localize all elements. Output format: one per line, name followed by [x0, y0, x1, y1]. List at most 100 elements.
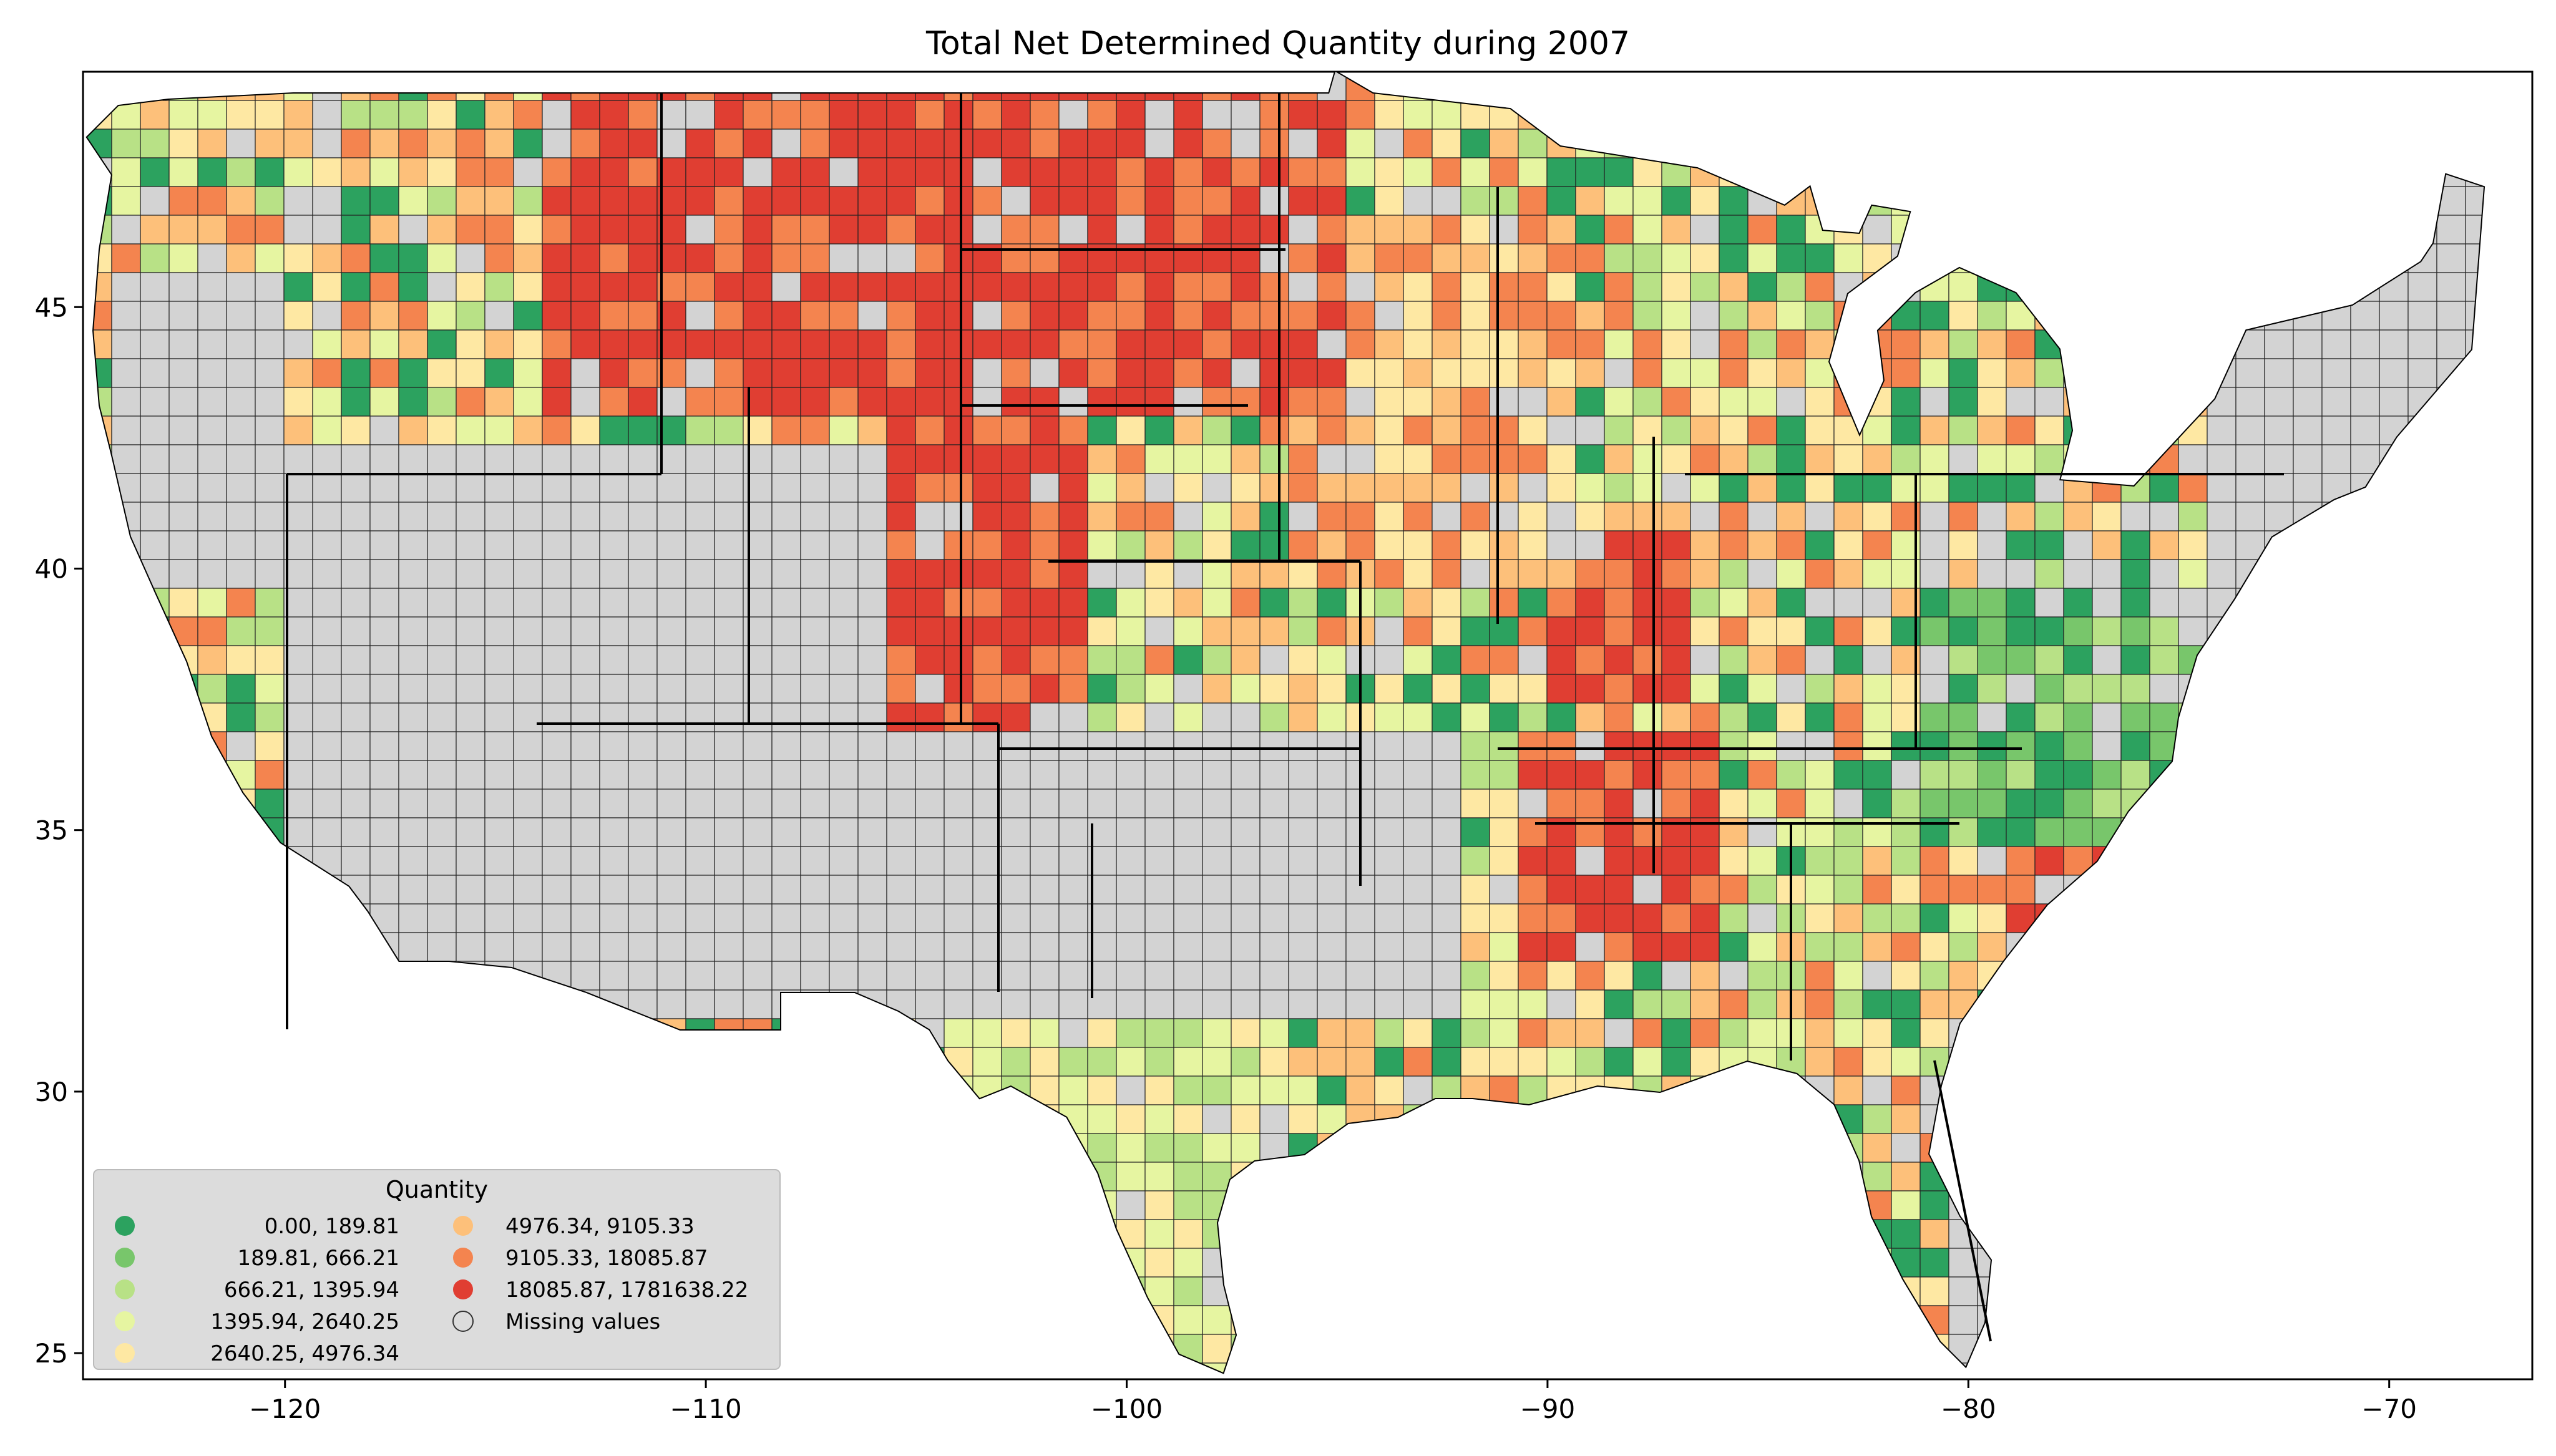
county-tile [197, 502, 227, 531]
county-tile [1317, 674, 1347, 704]
county-tile [570, 702, 600, 732]
county-tile [1460, 243, 1490, 273]
county-tile [1489, 903, 1519, 933]
county-tile [542, 932, 572, 962]
county-tile [1719, 789, 1749, 818]
county-tile [1001, 444, 1031, 474]
county-tile [513, 932, 543, 962]
county-tile [972, 530, 1002, 560]
county-tile [1432, 157, 1461, 187]
county-tile [857, 358, 887, 388]
county-tile [398, 817, 428, 847]
county-tile [1833, 789, 1863, 818]
county-tile [1518, 1047, 1548, 1077]
county-tile [1891, 817, 1921, 847]
county-tile [1575, 502, 1605, 531]
county-tile [1116, 588, 1146, 618]
county-tile [1546, 502, 1576, 531]
county-tile [944, 846, 973, 876]
county-tile [398, 674, 428, 704]
county-tile [1231, 903, 1261, 933]
county-tile [570, 903, 600, 933]
county-tile [2321, 358, 2351, 388]
county-tile [886, 702, 916, 732]
county-tile [714, 530, 744, 560]
county-tile [226, 329, 256, 359]
county-tile [1317, 502, 1347, 531]
county-tile [1948, 530, 1978, 560]
county-tile [1058, 616, 1088, 646]
county-tile [1001, 473, 1031, 503]
county-tile [2034, 789, 2064, 818]
county-tile [398, 243, 428, 273]
county-tile [1403, 329, 1433, 359]
county-tile [829, 473, 859, 503]
county-tile [972, 1047, 1002, 1077]
county-tile [140, 186, 170, 216]
county-tile [656, 530, 686, 560]
county-tile [1805, 645, 1835, 675]
county-tile [1518, 502, 1548, 531]
county-tile [2379, 387, 2409, 417]
county-tile [456, 329, 485, 359]
county-tile [1403, 301, 1433, 331]
county-tile [484, 243, 514, 273]
county-tile [1719, 530, 1749, 560]
county-tile [513, 129, 543, 158]
county-tile [1087, 1047, 1117, 1077]
county-tile [1489, 731, 1519, 761]
county-tile [1288, 444, 1318, 474]
county-tile [1030, 932, 1060, 962]
county-tile [1001, 903, 1031, 933]
county-tile [599, 846, 629, 876]
county-tile [283, 415, 313, 445]
county-tile [1833, 444, 1863, 474]
county-tile [513, 616, 543, 646]
county-tile [1317, 157, 1347, 187]
county-tile [1116, 387, 1146, 417]
county-tile [915, 415, 945, 445]
county-tile [1632, 186, 1662, 216]
county-tile [1719, 616, 1749, 646]
county-tile [1030, 100, 1060, 130]
county-tile [1317, 358, 1347, 388]
county-tile [1776, 789, 1806, 818]
county-tile [2034, 473, 2064, 503]
county-tile [1202, 559, 1232, 589]
county-tile [255, 243, 285, 273]
county-tile [1345, 415, 1375, 445]
county-tile [685, 789, 715, 818]
county-tile [1575, 1047, 1605, 1077]
county-tile [886, 846, 916, 876]
county-tile [1919, 502, 1949, 531]
county-tile [1833, 243, 1863, 273]
county-tile [1833, 530, 1863, 560]
legend-swatch [115, 1248, 135, 1268]
county-tile [628, 387, 658, 417]
county-tile [1604, 301, 1634, 331]
county-tile [1546, 932, 1576, 962]
county-tile [2350, 415, 2380, 445]
county-tile [140, 329, 170, 359]
county-tile [255, 157, 285, 187]
county-tile [1690, 932, 1720, 962]
county-tile [197, 387, 227, 417]
county-tile [1489, 588, 1519, 618]
county-tile [255, 559, 285, 589]
county-tile [1632, 329, 1662, 359]
county-tile [886, 674, 916, 704]
county-tile [570, 502, 600, 531]
county-tile [2006, 588, 2036, 618]
county-tile [714, 215, 744, 245]
county-tile [1432, 702, 1461, 732]
county-tile [743, 961, 773, 991]
county-tile [599, 358, 629, 388]
county-tile [542, 903, 572, 933]
county-tile [369, 817, 399, 847]
county-tile [542, 559, 572, 589]
county-tile [1632, 215, 1662, 245]
county-tile [255, 100, 285, 130]
county-tile [1345, 215, 1375, 245]
county-tile [168, 559, 198, 589]
county-tile [1001, 875, 1031, 905]
